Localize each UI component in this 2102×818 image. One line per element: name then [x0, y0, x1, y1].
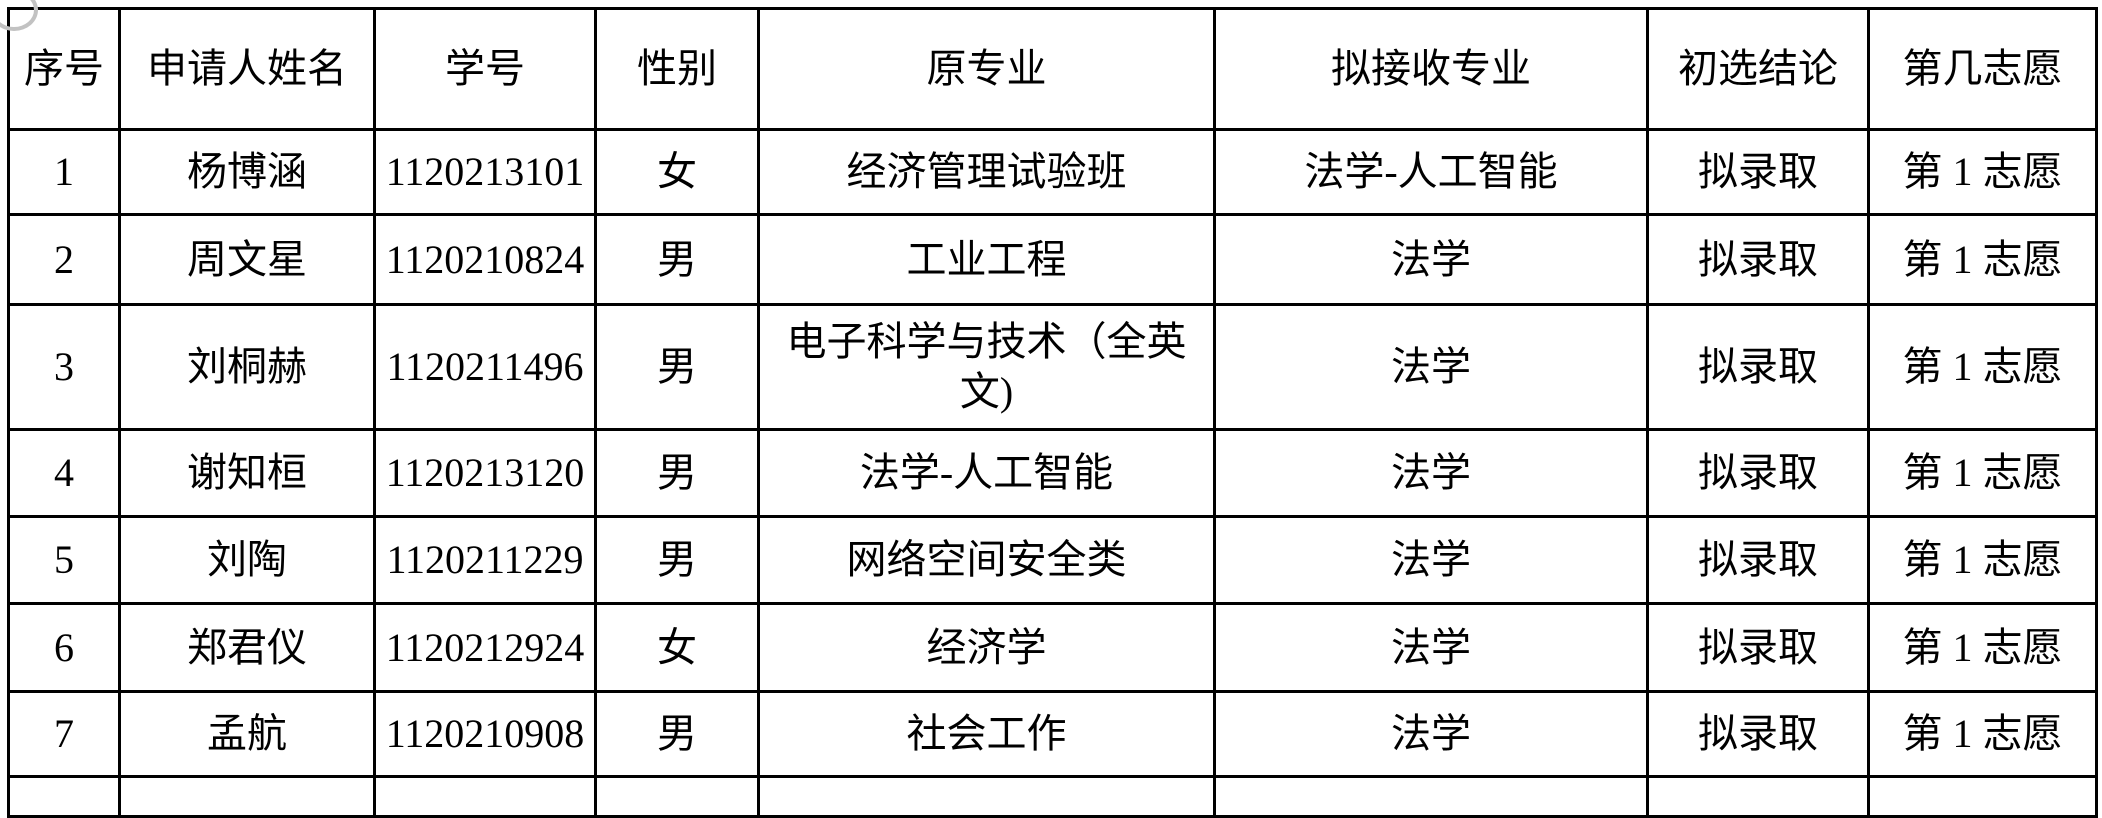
cell-applicant-name: 刘陶 [118, 515, 376, 605]
cell-target-major [1213, 775, 1649, 818]
cell-preference [1867, 775, 2098, 818]
cell-index: 6 [7, 602, 121, 693]
cell-target-major: 法学 [1213, 303, 1649, 431]
cell-index: 1 [7, 128, 121, 216]
cell-target-major: 法学 [1213, 602, 1649, 693]
cell-student-id: 1120211229 [373, 515, 597, 605]
cell-student-id: 1120213120 [373, 428, 597, 518]
admission-roster-table: 序号 申请人姓名 学号 性别 原专业 拟接收专业 初选结论 第几志愿 1 杨博涵 112021… [7, 7, 2098, 818]
table-row: 5 刘陶 1120211229 男 网络空间安全类 法学 拟录取 第 1 志愿 [7, 515, 2098, 605]
cell-gender: 男 [594, 428, 760, 518]
cell-gender: 男 [594, 303, 760, 431]
table-row: 7 孟航 1120210908 男 社会工作 法学 拟录取 第 1 志愿 [7, 690, 2098, 778]
cell-target-major: 法学-人工智能 [1213, 128, 1649, 216]
cell-conclusion [1646, 775, 1870, 818]
cell-student-id: 1120213101 [373, 128, 597, 216]
col-header-preference: 第几志愿 [1867, 7, 2098, 131]
cell-student-id: 1120212924 [373, 602, 597, 693]
cell-index: 7 [7, 690, 121, 778]
col-header-gender: 性别 [594, 7, 760, 131]
cell-preference: 第 1 志愿 [1867, 515, 2098, 605]
table-row: 1 杨博涵 1120213101 女 经济管理试验班 法学-人工智能 拟录取 第… [7, 128, 2098, 216]
cell-applicant-name: 刘桐赫 [118, 303, 376, 431]
cell-gender: 女 [594, 602, 760, 693]
cell-gender: 女 [594, 128, 760, 216]
table-row: 2 周文星 1120210824 男 工业工程 法学 拟录取 第 1 志愿 [7, 213, 2098, 306]
cell-applicant-name: 杨博涵 [118, 128, 376, 216]
col-header-index: 序号 [7, 7, 121, 131]
cell-index: 2 [7, 213, 121, 306]
cell-target-major: 法学 [1213, 213, 1649, 306]
cell-gender: 男 [594, 515, 760, 605]
table-row: 3 刘桐赫 1120211496 男 电子科学与技术（全英文) 法学 拟录取 第… [7, 303, 2098, 431]
cell-applicant-name: 周文星 [118, 213, 376, 306]
cell-original-major: 法学-人工智能 [757, 428, 1216, 518]
cell-original-major: 网络空间安全类 [757, 515, 1216, 605]
cell-preference: 第 1 志愿 [1867, 428, 2098, 518]
cell-original-major: 电子科学与技术（全英文) [757, 303, 1216, 431]
col-header-target_major: 拟接收专业 [1213, 7, 1649, 131]
cell-conclusion: 拟录取 [1646, 602, 1870, 693]
table-row-partial [7, 775, 2098, 818]
cell-gender: 男 [594, 690, 760, 778]
cell-applicant-name: 谢知桓 [118, 428, 376, 518]
cell-conclusion: 拟录取 [1646, 303, 1870, 431]
cell-preference: 第 1 志愿 [1867, 602, 2098, 693]
col-header-conclusion: 初选结论 [1646, 7, 1870, 131]
table-row: 6 郑君仪 1120212924 女 经济学 法学 拟录取 第 1 志愿 [7, 602, 2098, 693]
table-row: 4 谢知桓 1120213120 男 法学-人工智能 法学 拟录取 第 1 志愿 [7, 428, 2098, 518]
cell-original-major: 社会工作 [757, 690, 1216, 778]
cell-applicant-name: 郑君仪 [118, 602, 376, 693]
cell-index: 5 [7, 515, 121, 605]
cell-original-major: 经济管理试验班 [757, 128, 1216, 216]
col-header-original_major: 原专业 [757, 7, 1216, 131]
cell-target-major: 法学 [1213, 428, 1649, 518]
cell-student-id: 1120210824 [373, 213, 597, 306]
cell-student-id [373, 775, 597, 818]
cell-index: 3 [7, 303, 121, 431]
cell-original-major: 经济学 [757, 602, 1216, 693]
cell-applicant-name [118, 775, 376, 818]
cell-original-major [757, 775, 1216, 818]
cell-target-major: 法学 [1213, 690, 1649, 778]
cell-gender: 男 [594, 213, 760, 306]
col-header-student_id: 学号 [373, 7, 597, 131]
col-header-name: 申请人姓名 [118, 7, 376, 131]
cell-gender [594, 775, 760, 818]
cell-preference: 第 1 志愿 [1867, 213, 2098, 306]
cell-conclusion: 拟录取 [1646, 515, 1870, 605]
cell-conclusion: 拟录取 [1646, 213, 1870, 306]
cell-conclusion: 拟录取 [1646, 128, 1870, 216]
cell-index: 4 [7, 428, 121, 518]
cell-student-id: 1120210908 [373, 690, 597, 778]
cell-index [7, 775, 121, 818]
cell-student-id: 1120211496 [373, 303, 597, 431]
cell-preference: 第 1 志愿 [1867, 128, 2098, 216]
cell-conclusion: 拟录取 [1646, 690, 1870, 778]
cell-preference: 第 1 志愿 [1867, 303, 2098, 431]
cell-conclusion: 拟录取 [1646, 428, 1870, 518]
cell-original-major: 工业工程 [757, 213, 1216, 306]
cell-target-major: 法学 [1213, 515, 1649, 605]
cell-preference: 第 1 志愿 [1867, 690, 2098, 778]
header-row: 序号 申请人姓名 学号 性别 原专业 拟接收专业 初选结论 第几志愿 [7, 7, 2098, 131]
cell-applicant-name: 孟航 [118, 690, 376, 778]
